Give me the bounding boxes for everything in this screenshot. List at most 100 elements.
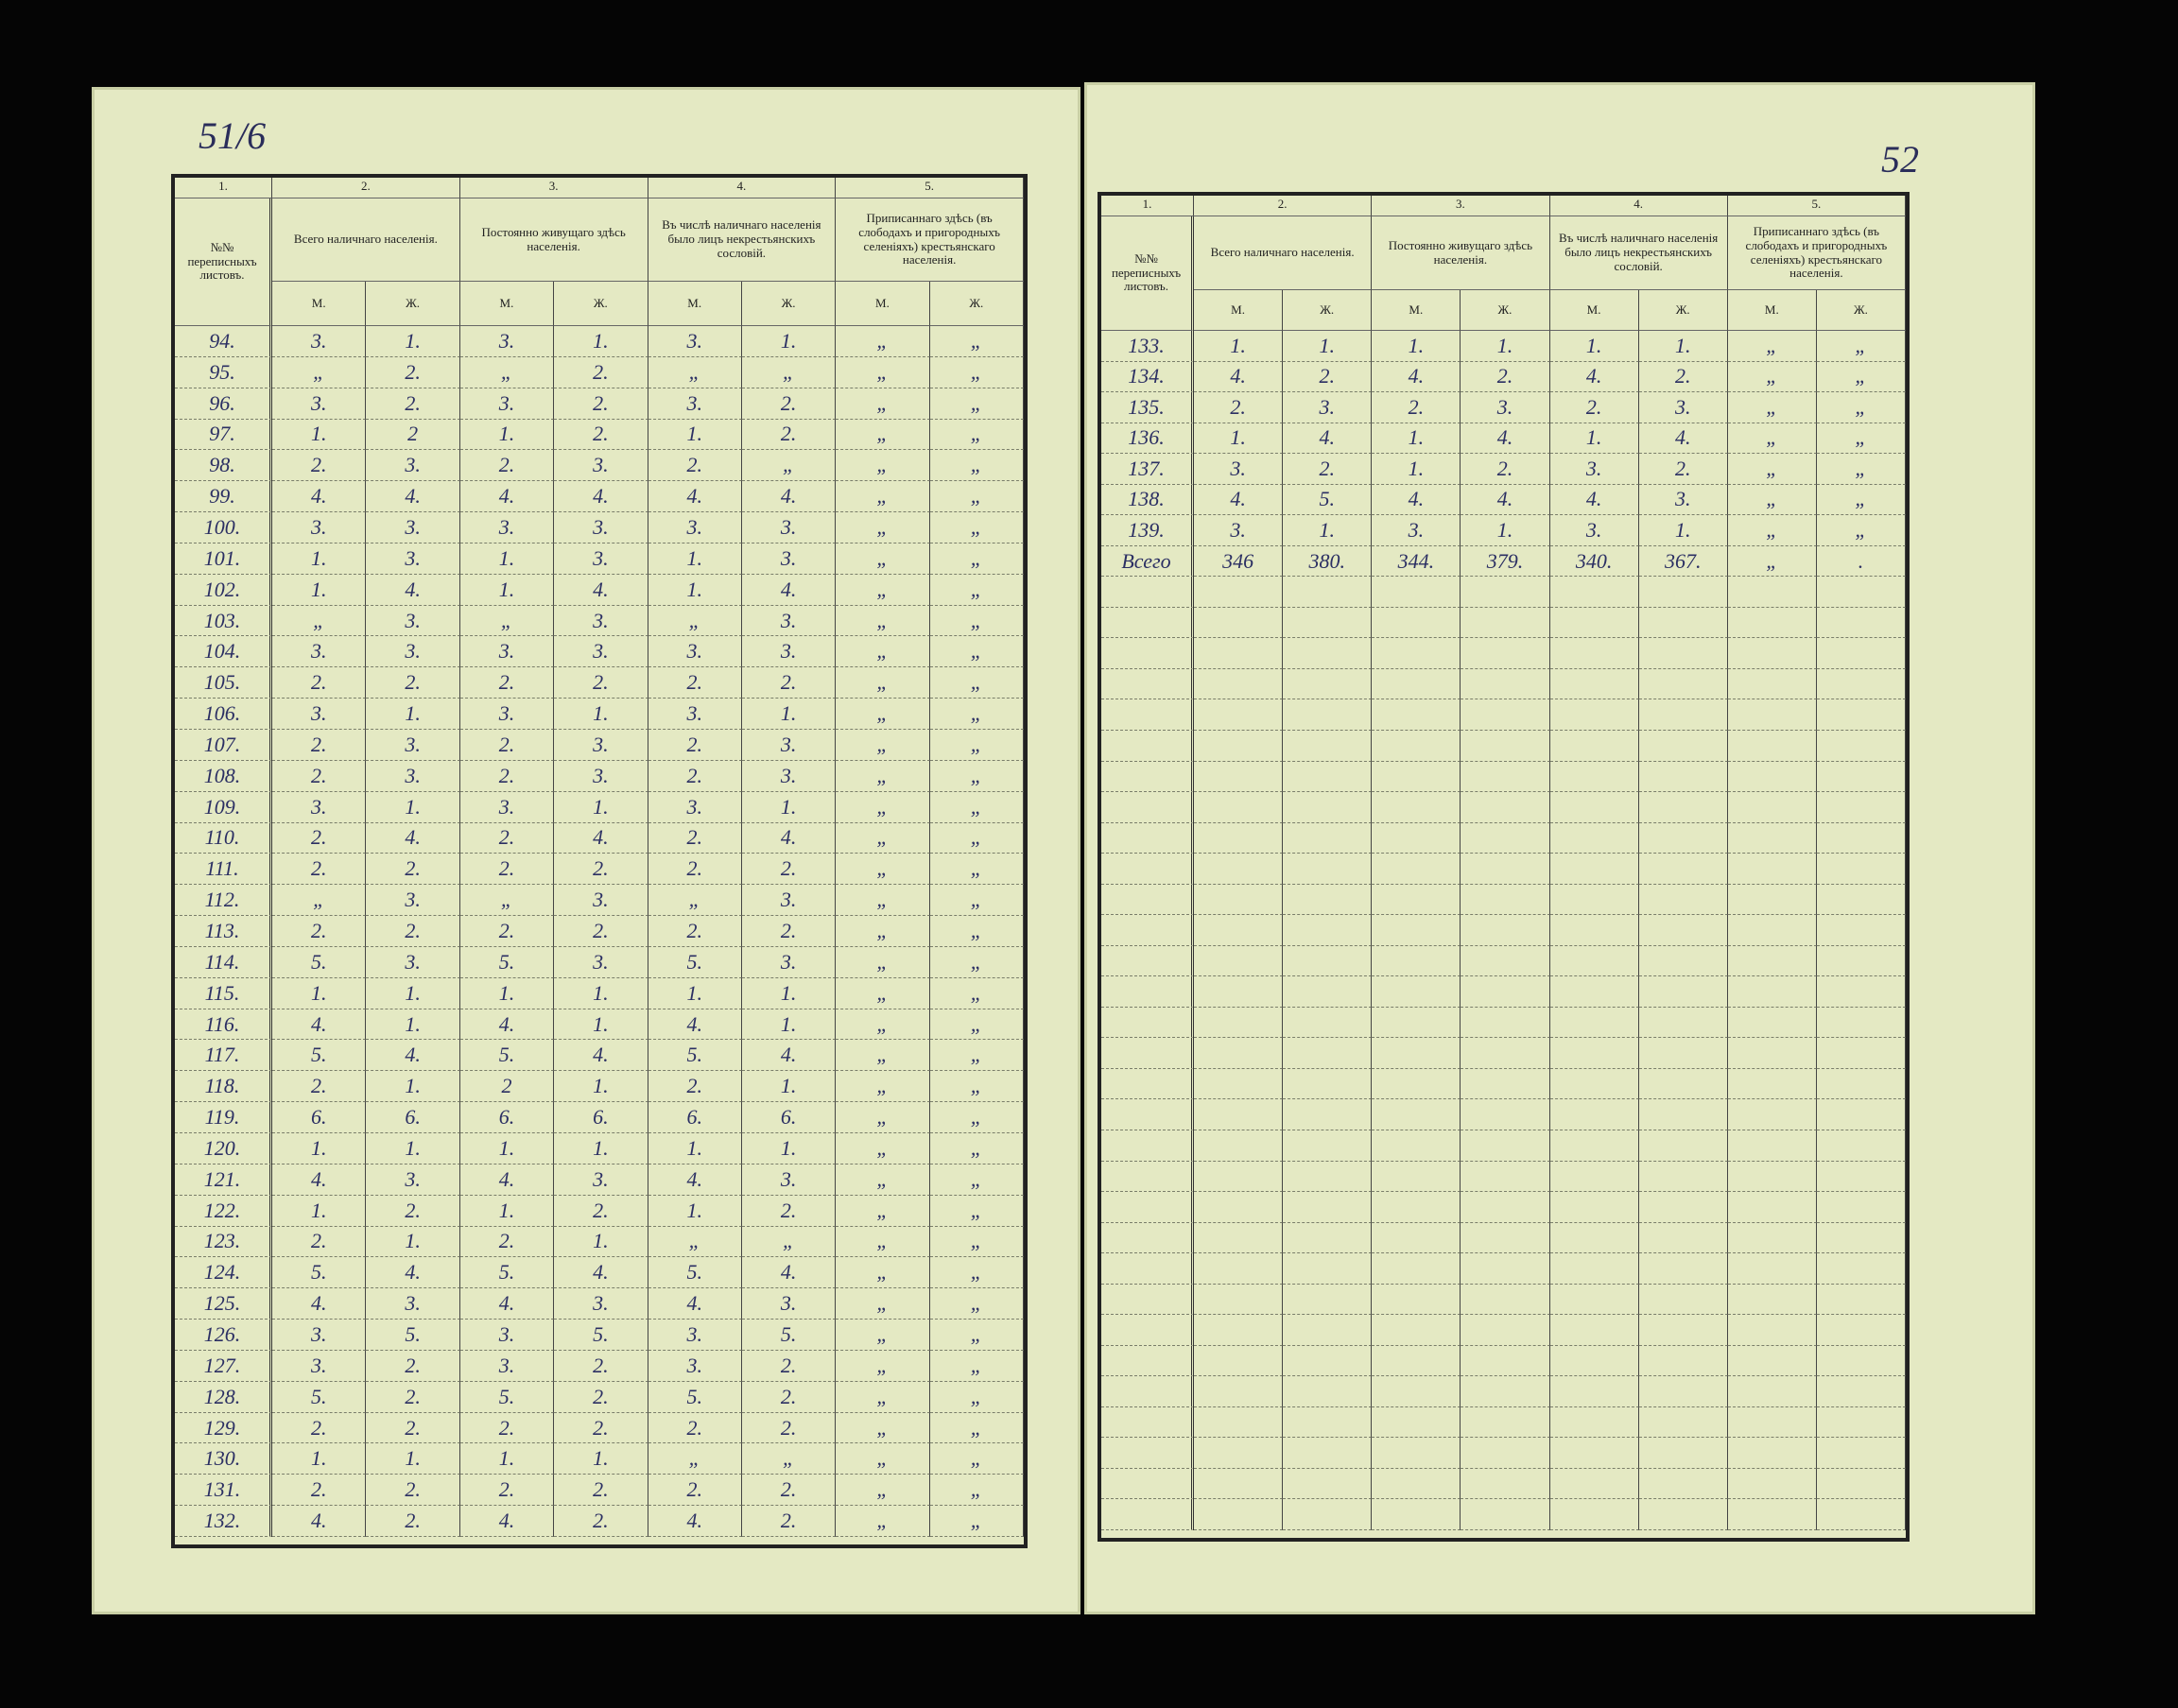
empty-cell — [1549, 854, 1639, 885]
table-cell: „ — [648, 605, 742, 637]
table-cell: 1. — [741, 1071, 837, 1103]
table-cell: 3. — [554, 760, 648, 792]
empty-cell — [1727, 638, 1817, 669]
table-cell: 1. — [1461, 331, 1550, 362]
table-cell: 3. — [1194, 515, 1284, 546]
table-cell: 2. — [554, 1350, 648, 1382]
empty-cell — [1101, 1192, 1194, 1223]
table-cell: 2. — [554, 388, 648, 420]
empty-cell — [1549, 945, 1639, 977]
empty-cell — [1372, 1284, 1461, 1316]
table-cell: 113. — [175, 916, 272, 947]
empty-cell — [1816, 1345, 1906, 1377]
table-cell: 101. — [175, 543, 272, 575]
empty-cell — [1372, 1007, 1461, 1039]
table-cell: 4. — [1461, 484, 1550, 516]
empty-cell — [1372, 638, 1461, 669]
empty-cell — [1372, 1192, 1461, 1223]
table-cell: 128. — [175, 1381, 272, 1413]
table-cell: 104. — [175, 636, 272, 668]
empty-cell — [1372, 1253, 1461, 1285]
empty-cell — [1194, 854, 1284, 885]
empty-cell — [1101, 1499, 1194, 1530]
table-cell: 1. — [272, 574, 367, 606]
left-table: 1. №№ переписныхъ листовъ. 2. Всего налична… — [171, 174, 1028, 1548]
table-cell: „ — [741, 450, 837, 482]
table-cell: „ — [929, 326, 1024, 357]
table-cell: 2. — [554, 1195, 648, 1227]
empty-cell — [1816, 699, 1906, 731]
empty-cell — [1372, 1038, 1461, 1069]
empty-cell — [1101, 1099, 1194, 1130]
table-cell: 346 — [1194, 545, 1284, 578]
table-cell: 2. — [366, 916, 460, 947]
empty-cell — [1816, 945, 1906, 977]
table-cell: „ — [929, 1288, 1024, 1320]
table-cell: 1. — [554, 791, 648, 823]
empty-cell — [1816, 1130, 1906, 1162]
empty-cell — [1194, 1284, 1284, 1316]
empty-cell — [1194, 945, 1284, 977]
table-cell: „ — [836, 1102, 930, 1133]
empty-cell — [1727, 1068, 1817, 1100]
empty-cell — [1727, 1468, 1817, 1500]
table-cell: 4. — [1549, 361, 1639, 393]
table-cell: 1. — [554, 977, 648, 1009]
table-cell: 380. — [1283, 545, 1373, 578]
table-cell: 3. — [1638, 484, 1728, 516]
table-cell: 4. — [366, 1040, 460, 1072]
table-cell: 1. — [554, 326, 648, 357]
table-cell: 131. — [175, 1475, 272, 1507]
table-cell: 2. — [366, 854, 460, 886]
empty-cell — [1816, 668, 1906, 700]
empty-cell — [1638, 607, 1728, 639]
table-cell: „ — [836, 1320, 930, 1351]
table-cell: 1. — [648, 543, 742, 575]
empty-cell — [1549, 822, 1639, 854]
empty-cell — [1549, 761, 1639, 793]
empty-cell — [1461, 1253, 1550, 1285]
table-cell: 4. — [459, 1164, 555, 1196]
table-cell: „ — [929, 1257, 1024, 1289]
empty-cell — [1283, 699, 1373, 731]
table-cell: 2. — [366, 1412, 460, 1444]
table-cell: 3. — [1549, 454, 1639, 485]
empty-cell — [1372, 731, 1461, 762]
table-cell: „ — [836, 636, 930, 668]
table-cell: 1. — [648, 977, 742, 1009]
table-cell: „ — [1816, 423, 1906, 455]
table-cell: 2. — [554, 854, 648, 886]
empty-cell — [1638, 1192, 1728, 1223]
table-cell: 4. — [648, 1009, 742, 1041]
empty-cell — [1638, 945, 1728, 977]
table-cell: „ — [836, 419, 930, 451]
table-cell: „ — [836, 1257, 930, 1289]
empty-cell — [1101, 1068, 1194, 1100]
table-cell: 3. — [459, 326, 555, 357]
empty-cell — [1461, 607, 1550, 639]
table-cell: 137. — [1101, 454, 1194, 485]
empty-cell — [1101, 792, 1194, 823]
table-cell: 2 — [459, 1071, 555, 1103]
empty-cell — [1101, 1130, 1194, 1162]
empty-cell — [1727, 761, 1817, 793]
table-cell: „ — [836, 916, 930, 947]
empty-cell — [1727, 884, 1817, 916]
right-table: 1. №№ переписныхъ листовъ. 2. Всего налична… — [1098, 192, 1910, 1542]
table-cell: 6. — [459, 1102, 555, 1133]
table-cell: 3. — [459, 388, 555, 420]
table-cell: 2. — [648, 916, 742, 947]
table-cell: 3. — [741, 885, 837, 917]
table-cell: 367. — [1638, 545, 1728, 578]
column-title: Постоянно живущаго здѣсь населенія. — [1372, 216, 1550, 290]
table-cell: 1. — [741, 1133, 837, 1165]
table-cell: „ — [272, 605, 367, 637]
column-number: 2. — [272, 178, 460, 198]
table-cell: 4. — [459, 481, 555, 513]
table-cell: „ — [836, 977, 930, 1009]
empty-cell — [1549, 1038, 1639, 1069]
empty-cell — [1101, 699, 1194, 731]
table-cell: „ — [836, 946, 930, 978]
empty-cell — [1549, 731, 1639, 762]
table-cell: 5. — [1283, 484, 1373, 516]
